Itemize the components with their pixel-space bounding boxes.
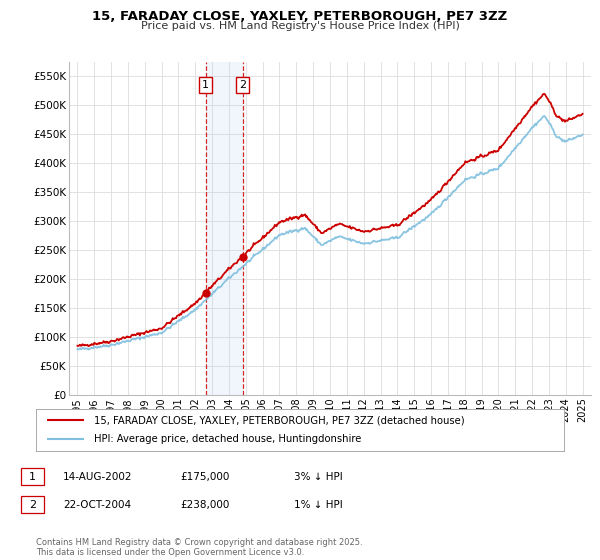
Text: Price paid vs. HM Land Registry's House Price Index (HPI): Price paid vs. HM Land Registry's House …: [140, 21, 460, 31]
Text: Contains HM Land Registry data © Crown copyright and database right 2025.
This d: Contains HM Land Registry data © Crown c…: [36, 538, 362, 557]
Text: £175,000: £175,000: [180, 472, 229, 482]
Text: 1% ↓ HPI: 1% ↓ HPI: [294, 500, 343, 510]
Text: 1: 1: [202, 80, 209, 90]
Text: £238,000: £238,000: [180, 500, 229, 510]
Text: 2: 2: [29, 500, 36, 510]
Text: 14-AUG-2002: 14-AUG-2002: [63, 472, 133, 482]
Text: 15, FARADAY CLOSE, YAXLEY, PETERBOROUGH, PE7 3ZZ (detached house): 15, FARADAY CLOSE, YAXLEY, PETERBOROUGH,…: [94, 415, 465, 425]
Text: 3% ↓ HPI: 3% ↓ HPI: [294, 472, 343, 482]
Text: 1: 1: [29, 472, 36, 482]
Text: 15, FARADAY CLOSE, YAXLEY, PETERBOROUGH, PE7 3ZZ: 15, FARADAY CLOSE, YAXLEY, PETERBOROUGH,…: [92, 10, 508, 23]
Text: 2: 2: [239, 80, 246, 90]
Text: 22-OCT-2004: 22-OCT-2004: [63, 500, 131, 510]
Text: HPI: Average price, detached house, Huntingdonshire: HPI: Average price, detached house, Hunt…: [94, 435, 361, 445]
Bar: [206, 62, 242, 395]
